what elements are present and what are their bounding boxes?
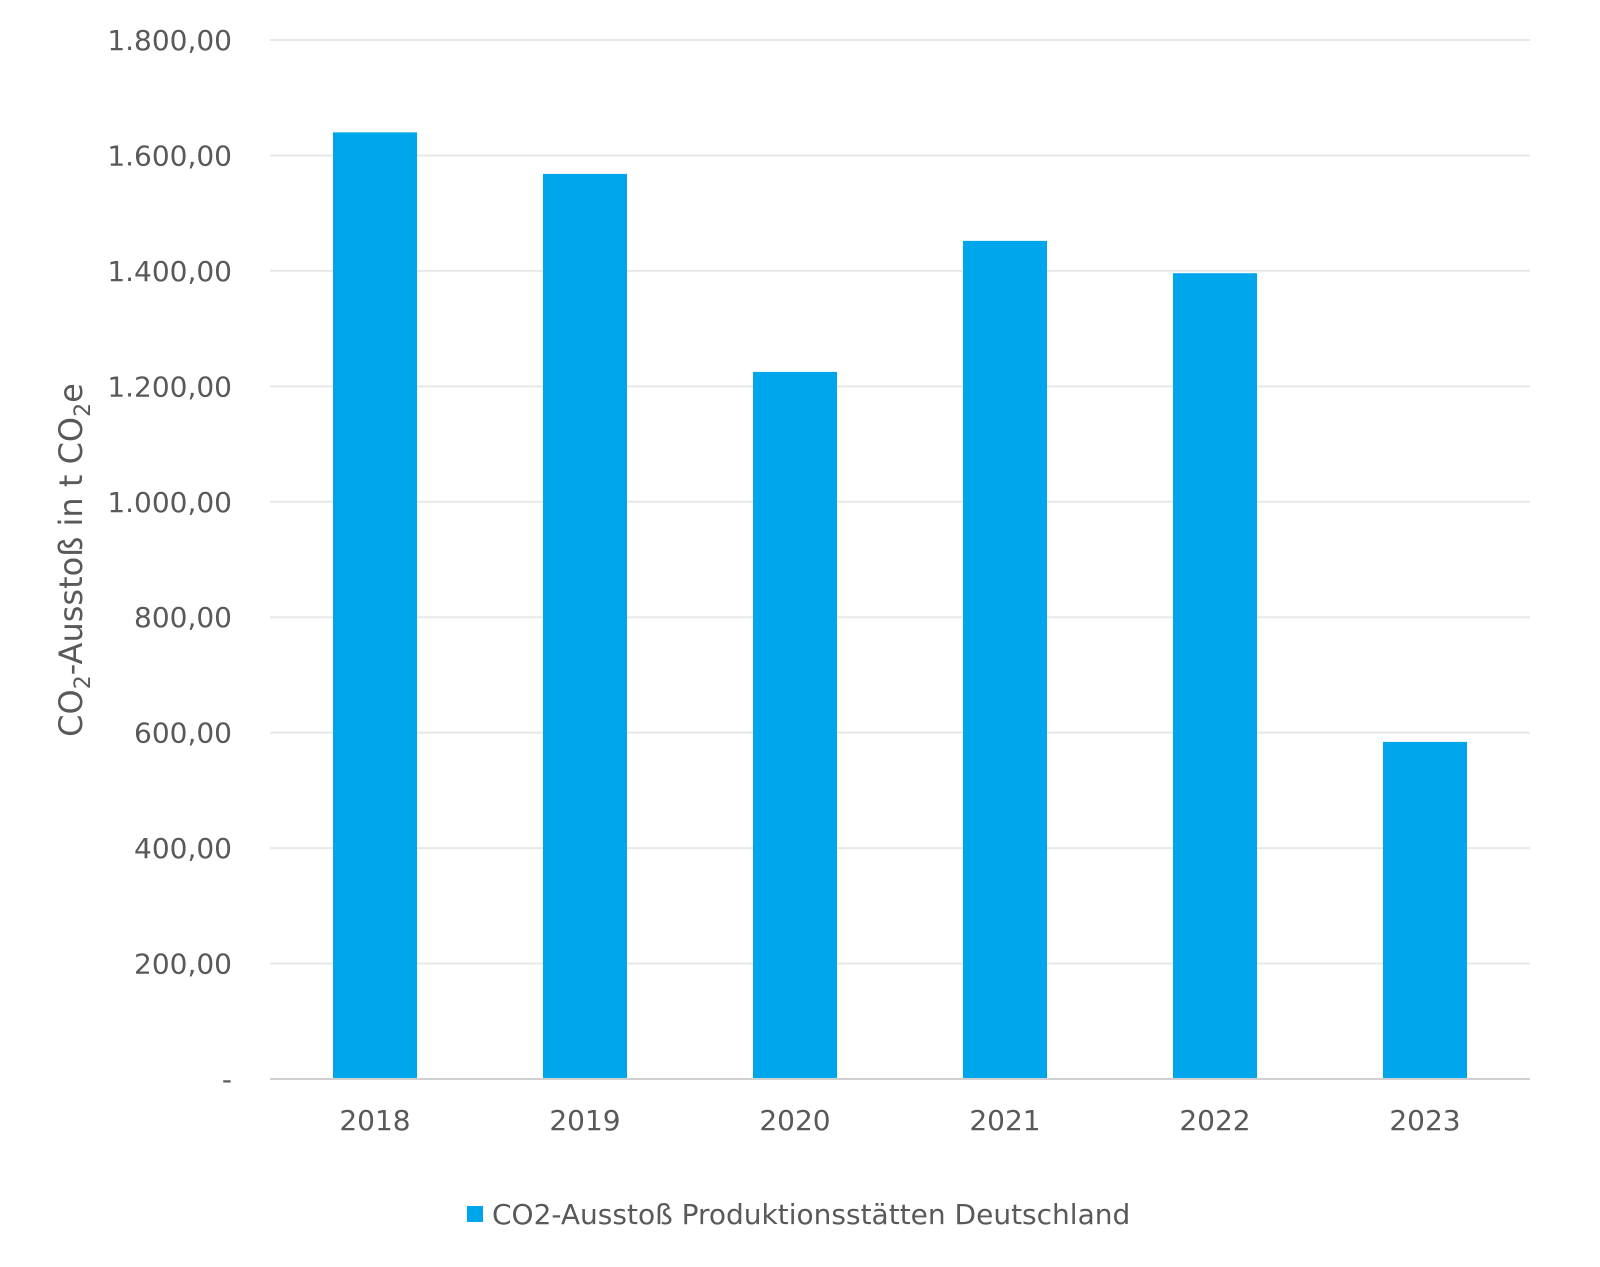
bar-2023 — [1383, 741, 1467, 1079]
y-tick-label: 1.400,00 — [107, 255, 232, 288]
gridlines — [270, 39, 1530, 965]
ylabel-subscript-1: 2 — [71, 675, 96, 689]
ylabel-subscript-3: 2 — [71, 403, 96, 417]
legend-swatch — [467, 1206, 483, 1222]
bar-2019 — [543, 173, 627, 1080]
y-tick-label: 1.000,00 — [107, 486, 232, 519]
bar-2021 — [963, 240, 1047, 1079]
y-tick-label: 800,00 — [134, 601, 232, 634]
y-tick-label: 400,00 — [134, 832, 232, 865]
x-tick-label-2021: 2021 — [969, 1104, 1040, 1137]
legend: CO2-Ausstoß Produktionsstätten Deutschla… — [467, 1198, 1130, 1231]
x-tick-label-2020: 2020 — [759, 1104, 830, 1137]
y-tick-label: 1.600,00 — [107, 139, 232, 172]
y-axis-title: CO2-Ausstoß in t CO2e — [52, 383, 96, 737]
x-tick-labels: 2018 2019 2020 2021 2022 2023 — [339, 1104, 1460, 1137]
ylabel-part-4: e — [52, 383, 90, 403]
y-tick-labels: - 200,00 400,00 600,00 800,00 1.000,00 1.200,0… — [107, 24, 232, 1096]
bar-2018 — [333, 132, 417, 1079]
ylabel-part-0: CO — [52, 689, 90, 737]
ylabel-part-2: -Ausstoß in t CO — [52, 417, 90, 675]
legend-label: CO2-Ausstoß Produktionsstätten Deutschla… — [492, 1198, 1130, 1231]
y-tick-label: 1.200,00 — [107, 370, 232, 403]
bar-2022 — [1173, 273, 1257, 1080]
x-tick-label-2019: 2019 — [549, 1104, 620, 1137]
y-tick-label: - — [222, 1063, 232, 1096]
x-tick-label-2023: 2023 — [1389, 1104, 1460, 1137]
y-tick-label: 200,00 — [134, 948, 232, 981]
x-tick-label-2022: 2022 — [1179, 1104, 1250, 1137]
bars — [333, 132, 1467, 1080]
bar-2020 — [753, 371, 837, 1079]
y-tick-label: 1.800,00 — [107, 24, 232, 57]
y-tick-label: 600,00 — [134, 717, 232, 750]
x-tick-label-2018: 2018 — [339, 1104, 410, 1137]
